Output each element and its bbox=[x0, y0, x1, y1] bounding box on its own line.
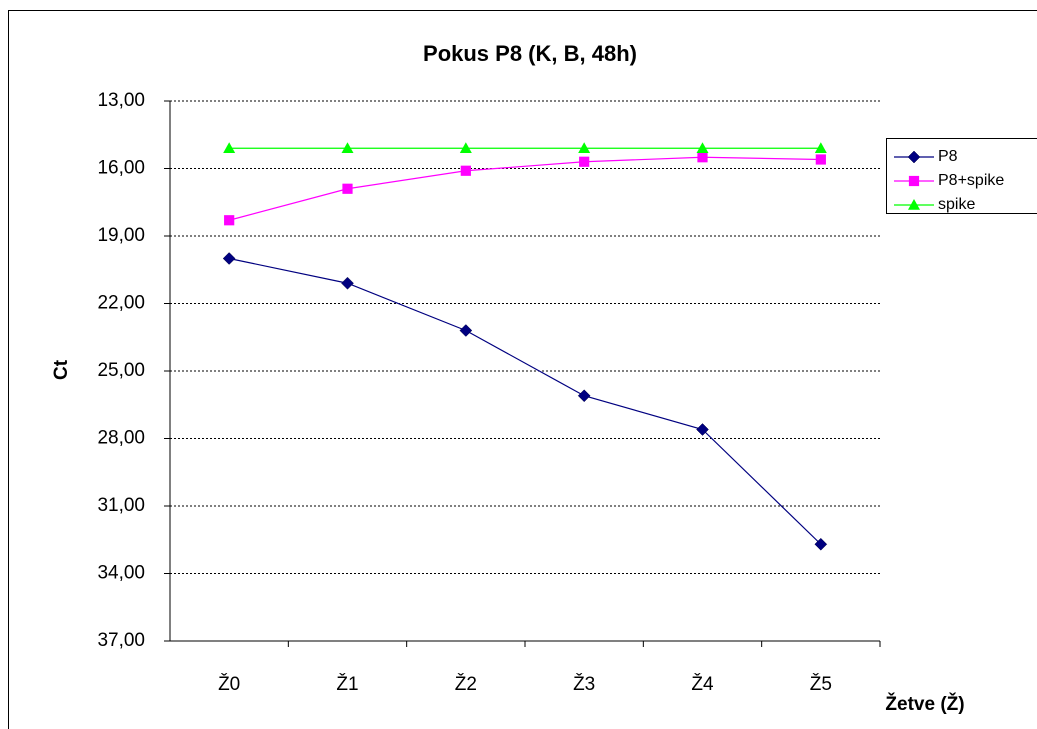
y-tick-label: 31,00 bbox=[97, 495, 145, 516]
y-tick-label: 22,00 bbox=[97, 293, 145, 314]
marker bbox=[224, 215, 235, 226]
marker bbox=[577, 389, 591, 403]
marker bbox=[460, 165, 471, 176]
chart-title: Pokus P8 (K, B, 48h) bbox=[423, 41, 637, 66]
marker bbox=[908, 199, 920, 210]
y-tick-label: 37,00 bbox=[97, 630, 145, 651]
x-tick-label: Ž2 bbox=[455, 673, 477, 695]
x-tick-label: Ž0 bbox=[218, 673, 240, 695]
y-tick-label: 28,00 bbox=[97, 428, 145, 449]
marker bbox=[907, 150, 921, 164]
marker bbox=[341, 276, 354, 290]
legend-label: P8+spike bbox=[938, 172, 1004, 189]
marker bbox=[223, 142, 236, 154]
chart-frame bbox=[8, 10, 1037, 729]
marker bbox=[814, 142, 827, 154]
y-tick-label: 16,00 bbox=[97, 158, 145, 179]
marker bbox=[697, 152, 708, 163]
x-tick-label: Ž5 bbox=[810, 673, 832, 695]
y-axis-title: Ct bbox=[51, 359, 72, 380]
x-tick-label: Ž4 bbox=[691, 673, 714, 695]
marker bbox=[459, 324, 473, 337]
y-tick-label: 19,00 bbox=[97, 225, 145, 246]
marker bbox=[814, 537, 828, 551]
y-tick-label: 13,00 bbox=[97, 90, 145, 111]
marker bbox=[342, 183, 353, 194]
marker bbox=[696, 423, 709, 436]
marker bbox=[341, 142, 354, 154]
legend-label: spike bbox=[938, 196, 975, 213]
marker bbox=[696, 142, 709, 154]
x-tick-label: Ž3 bbox=[573, 673, 595, 695]
legend-label: P8 bbox=[938, 148, 958, 165]
series-line bbox=[229, 156, 821, 221]
marker bbox=[222, 252, 236, 265]
marker bbox=[459, 142, 472, 154]
marker bbox=[815, 154, 826, 165]
x-tick-label: Ž1 bbox=[336, 673, 358, 695]
y-tick-label: 34,00 bbox=[97, 563, 145, 584]
x-axis-title: Žetve (Ž) bbox=[885, 693, 964, 715]
marker bbox=[908, 175, 920, 187]
y-tick-label: 25,00 bbox=[97, 360, 145, 381]
marker bbox=[578, 142, 591, 154]
marker bbox=[579, 156, 590, 167]
series-line bbox=[229, 257, 822, 545]
